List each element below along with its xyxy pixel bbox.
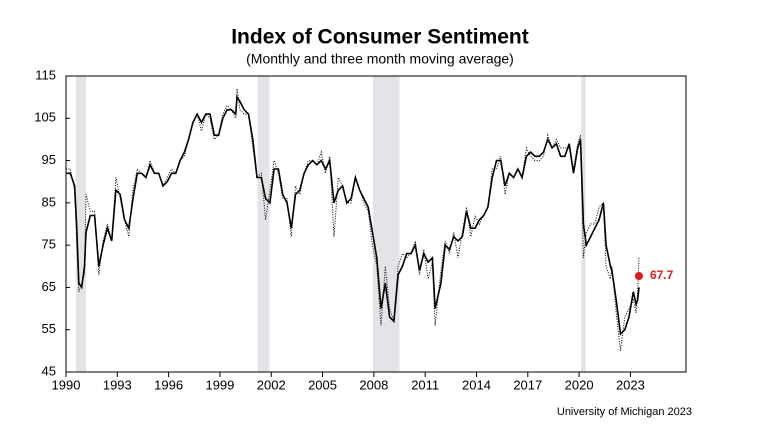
annotation-label: 67.7	[650, 268, 674, 282]
x-tick-label: 1993	[103, 377, 132, 392]
y-tick-label: 75	[42, 237, 56, 252]
x-tick-label: 2005	[308, 377, 337, 392]
x-tick-label: 1990	[52, 377, 81, 392]
shade-layer	[75, 76, 586, 372]
x-tick-label: 2008	[359, 377, 388, 392]
chart-subtitle: (Monthly and three month moving average)	[246, 51, 514, 67]
x-tick-label: 2020	[565, 377, 594, 392]
y-tick-label: 95	[42, 152, 56, 167]
line-layer	[66, 88, 640, 351]
x-tick-label: 2023	[616, 377, 645, 392]
recession-band	[373, 76, 400, 372]
moving-average-line	[66, 94, 640, 336]
annotation-point	[634, 272, 643, 281]
x-tick-label: 2011	[411, 377, 439, 392]
chart-title: Index of Consumer Sentiment	[231, 26, 529, 49]
plot-frame	[65, 75, 687, 373]
y-tick-label: 65	[42, 279, 56, 294]
x-tick-label: 2014	[462, 377, 491, 392]
monthly-line	[66, 88, 640, 351]
recession-band	[75, 76, 87, 372]
x-tick-label: 2002	[257, 377, 286, 392]
x-tick-label: 1996	[154, 377, 183, 392]
y-tick-label: 85	[42, 194, 56, 209]
source-note: University of Michigan 2023	[557, 406, 692, 418]
x-tick-label: 2017	[513, 377, 542, 392]
x-tick-label: 1999	[205, 377, 234, 392]
y-tick-label: 55	[42, 321, 56, 336]
recession-band	[257, 76, 270, 372]
y-tick-label: 45	[42, 363, 56, 378]
y-tick-label: 115	[35, 67, 56, 82]
y-tick-label: 105	[34, 110, 56, 125]
